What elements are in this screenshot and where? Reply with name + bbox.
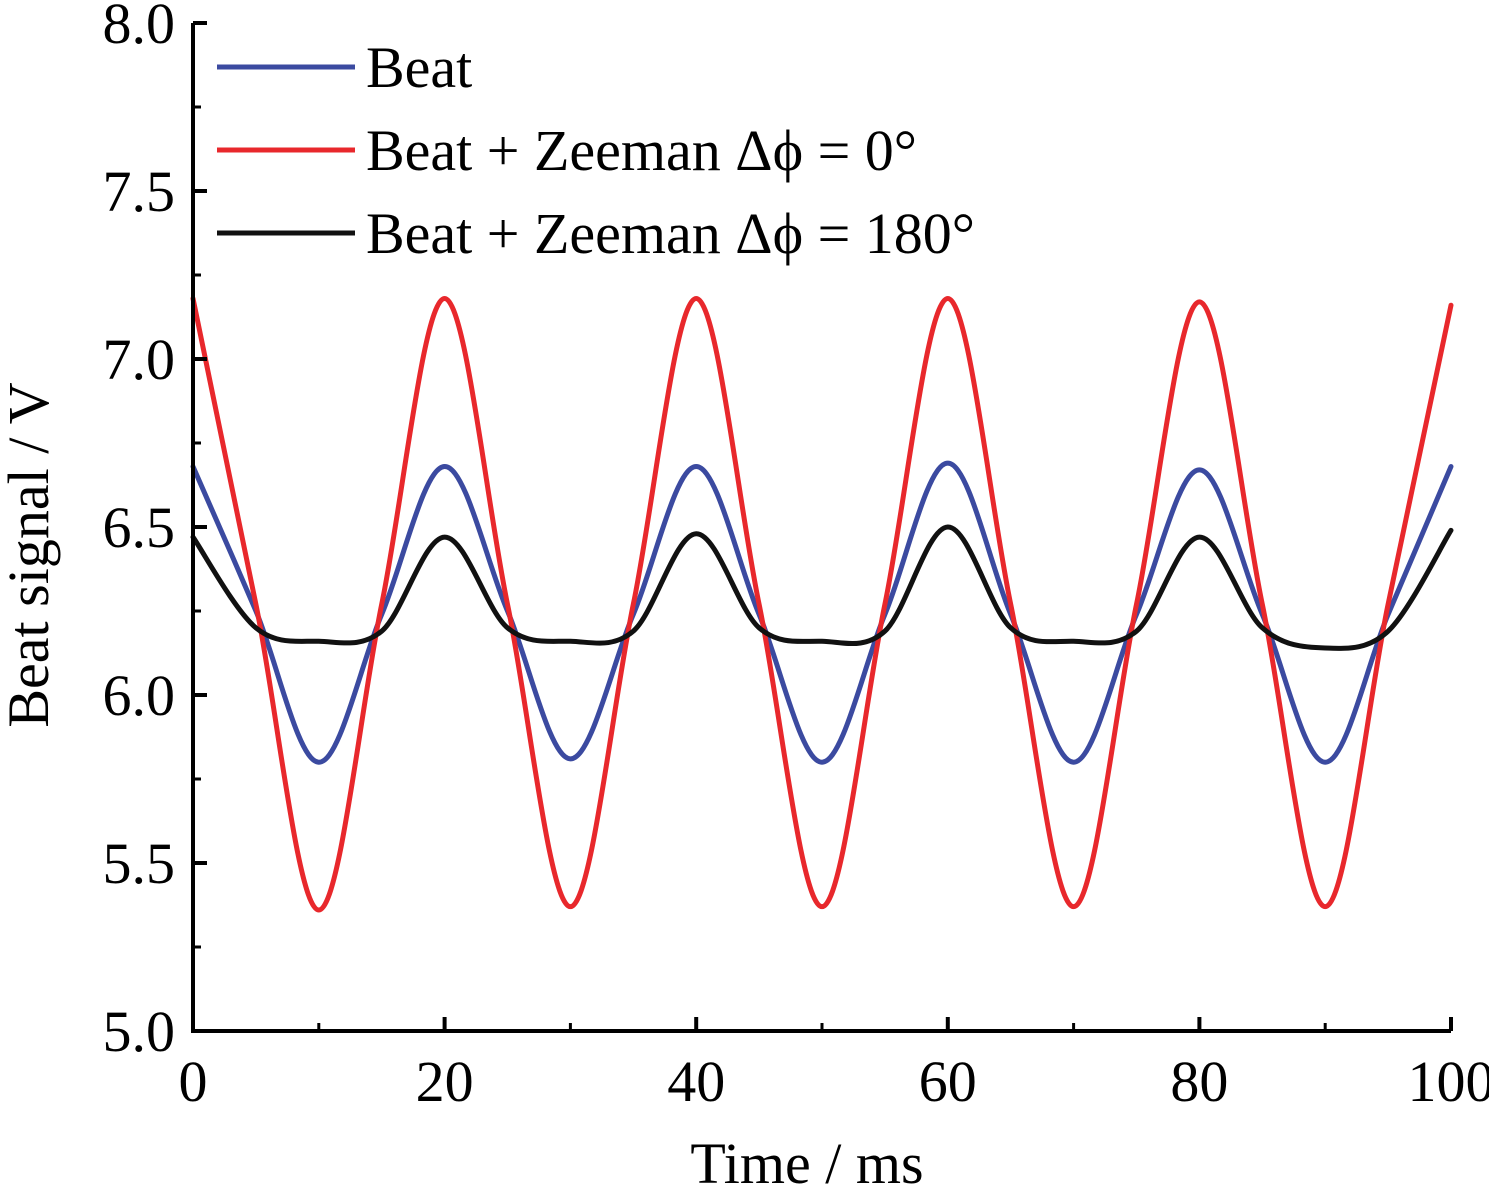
x-tick-label: 60	[919, 1049, 977, 1114]
y-tick-label: 6.0	[103, 663, 176, 728]
series-line-2	[190, 296, 1454, 913]
x-ticks: 0 20 40 60 80 100	[179, 1017, 1489, 1114]
legend-label-3: Beat + Zeeman Δϕ = 180°	[366, 201, 975, 266]
y-tick-label: 7.0	[103, 327, 176, 392]
series-layer	[190, 296, 1454, 913]
y-axis-title: Beat signal / V	[0, 382, 61, 727]
legend: Beat Beat + Zeeman Δϕ = 0° Beat + Zeeman Δ…	[217, 35, 975, 266]
x-tick-label: 20	[416, 1049, 474, 1114]
y-tick-label: 5.0	[103, 999, 176, 1064]
legend-label-1: Beat	[366, 35, 472, 100]
y-tick-label: 6.5	[103, 495, 176, 560]
y-tick-label: 7.5	[103, 159, 176, 224]
x-tick-label: 0	[179, 1049, 208, 1114]
y-ticks: 5.0 5.5 6.0 6.5 7.0 7.5 8.0	[103, 0, 207, 1064]
y-tick-label: 8.0	[103, 0, 176, 56]
x-tick-label: 100	[1408, 1049, 1489, 1114]
x-tick-label: 40	[667, 1049, 725, 1114]
series-line-1	[190, 460, 1454, 765]
legend-label-2: Beat + Zeeman Δϕ = 0°	[366, 118, 917, 183]
x-tick-label: 80	[1170, 1049, 1228, 1114]
series-line-3	[190, 524, 1454, 651]
y-tick-label: 5.5	[103, 831, 176, 896]
x-axis-title: Time / ms	[690, 1131, 923, 1190]
